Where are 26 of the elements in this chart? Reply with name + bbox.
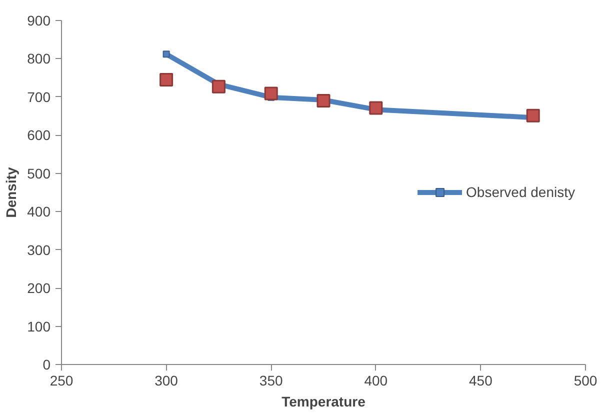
y-tick-label: 100 xyxy=(27,318,51,334)
y-tick-label: 300 xyxy=(27,242,51,258)
x-tick-label: 300 xyxy=(154,372,178,388)
y-tick-label: 900 xyxy=(27,12,51,28)
point xyxy=(264,86,278,100)
x-tick-label: 250 xyxy=(50,372,74,388)
x-tick-label: 450 xyxy=(469,372,493,388)
y-tick-label: 800 xyxy=(27,50,51,67)
y-tick-label: 600 xyxy=(27,127,51,144)
point xyxy=(160,72,174,86)
point xyxy=(316,94,330,108)
y-tick-label: 0 xyxy=(42,356,51,372)
x-axis-title: Temperature xyxy=(282,394,366,410)
y-tick-label: 500 xyxy=(27,165,51,182)
x-tick-label: 400 xyxy=(364,372,388,388)
point xyxy=(526,108,540,122)
y-tick-label: 700 xyxy=(27,88,51,105)
point xyxy=(212,80,226,94)
y-axis-title: Density xyxy=(3,167,20,218)
y-tick-label: 200 xyxy=(27,280,51,296)
point xyxy=(162,50,170,58)
y-tick-label: 400 xyxy=(27,204,51,220)
x-tick-label: 350 xyxy=(259,372,283,388)
legend-label: Observed denisty xyxy=(466,184,575,200)
point xyxy=(369,101,383,115)
x-tick-label: 500 xyxy=(574,372,598,388)
